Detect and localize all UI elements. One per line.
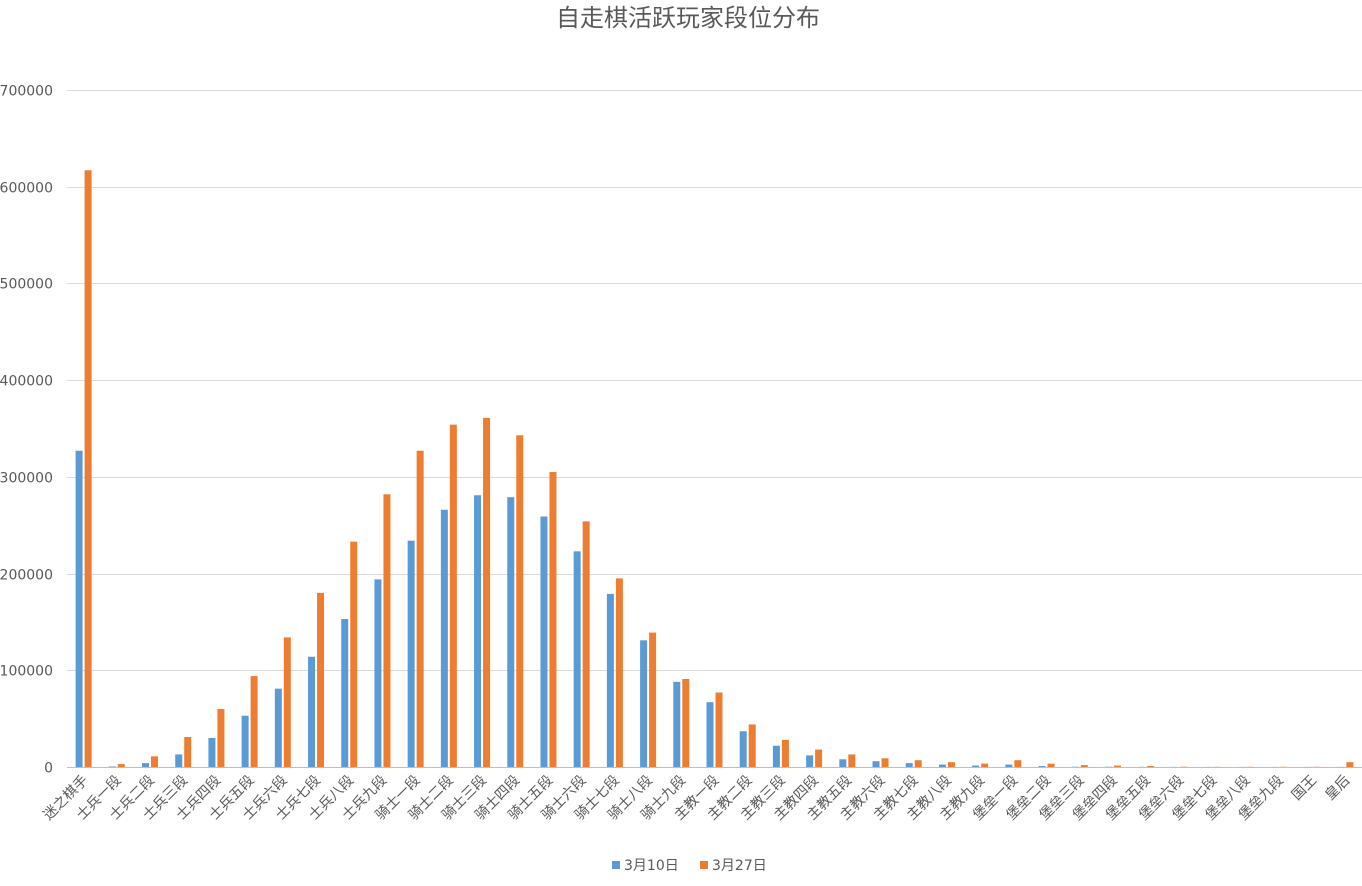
bar-series2: [1014, 760, 1022, 767]
bar-series1: [208, 737, 216, 767]
y-axis-tick-labels: 0 100000 200000 300000 400000 500000 600000 700…: [0, 84, 53, 777]
bar-series2: [449, 424, 457, 767]
x-tick-label: 国王: [1289, 773, 1320, 804]
bar-series2: [947, 762, 955, 767]
bar-series2: [383, 494, 391, 767]
bar-series1: [739, 731, 747, 767]
bar-series1: [308, 656, 316, 767]
legend-label-series2: 3月27日: [712, 858, 767, 874]
grid-layer: [67, 90, 1362, 768]
bar-series2: [350, 541, 358, 767]
bar-series1: [606, 593, 614, 767]
bar-series2: [84, 170, 92, 767]
y-tick-label: 500000: [0, 277, 53, 293]
bar-series2: [781, 739, 789, 767]
bar-series1: [573, 551, 581, 767]
bar-series2: [317, 592, 325, 767]
legend-label-series1: 3月10日: [624, 858, 679, 874]
bar-series2: [881, 758, 889, 767]
bar-series1: [142, 763, 150, 767]
x-tick-label: 皇后: [1322, 773, 1353, 804]
bar-series1: [274, 688, 282, 767]
bar-series2: [1080, 765, 1088, 767]
legend-swatch-series2: [700, 861, 708, 869]
bar-series2: [117, 764, 125, 767]
bar-series1: [241, 715, 249, 767]
bar-series1: [938, 764, 946, 767]
bar-series2: [682, 678, 690, 767]
y-tick-label: 0: [44, 761, 53, 777]
bar-series2: [1346, 762, 1354, 767]
bar-series2: [715, 692, 723, 767]
y-tick-label: 100000: [0, 664, 53, 680]
bar-series2: [981, 763, 989, 767]
y-tick-label: 600000: [0, 181, 53, 197]
bar-series2: [217, 708, 225, 767]
bar-series1: [905, 763, 913, 767]
bar-series2: [615, 578, 623, 767]
bar-series1: [640, 640, 648, 767]
y-tick-label: 700000: [0, 84, 53, 100]
bar-series1: [673, 681, 681, 767]
bar-series2: [1113, 765, 1121, 767]
bar-series1: [540, 516, 548, 767]
bar-series1: [806, 755, 814, 767]
bar-series2: [184, 737, 192, 767]
legend: 3月10日 3月27日: [612, 858, 767, 874]
bar-series1: [772, 745, 780, 767]
bar-series1: [872, 761, 880, 767]
bar-series2: [649, 632, 657, 767]
bar-series1: [341, 619, 349, 767]
bar-series2: [516, 435, 524, 767]
bar-series1: [507, 497, 515, 767]
bar-series1: [1038, 766, 1046, 767]
bar-series1: [407, 540, 415, 767]
bar-series1: [374, 579, 382, 767]
bar-series2: [1047, 763, 1055, 767]
bar-series1: [175, 754, 183, 767]
bar-layer: [75, 170, 1354, 767]
bar-series2: [151, 756, 159, 767]
bar-series2: [416, 450, 424, 767]
bar-series2: [914, 760, 922, 767]
chart-title: 自走棋活跃玩家段位分布: [556, 4, 820, 32]
legend-swatch-series1: [612, 861, 620, 869]
bar-series2: [483, 417, 491, 767]
bar-series2: [582, 521, 590, 767]
bar-series2: [1147, 766, 1155, 767]
bar-series2: [748, 724, 756, 767]
bar-series1: [972, 765, 980, 767]
bar-series1: [75, 450, 83, 767]
bar-series1: [440, 509, 448, 767]
y-tick-label: 300000: [0, 471, 53, 487]
bar-series2: [815, 749, 823, 767]
bar-series2: [283, 637, 291, 767]
bar-series1: [1005, 764, 1013, 767]
bar-series2: [549, 472, 557, 767]
y-tick-label: 400000: [0, 374, 53, 390]
bar-series1: [474, 495, 482, 767]
bar-series1: [839, 759, 847, 767]
bar-series2: [848, 754, 856, 767]
x-axis-tick-labels: 迷之棋手士兵一段士兵二段士兵三段士兵四段士兵五段士兵六段士兵七段士兵八段士兵九段…: [41, 773, 1354, 824]
bar-series2: [250, 676, 258, 767]
bar-series1: [706, 702, 714, 767]
y-tick-label: 200000: [0, 568, 53, 584]
